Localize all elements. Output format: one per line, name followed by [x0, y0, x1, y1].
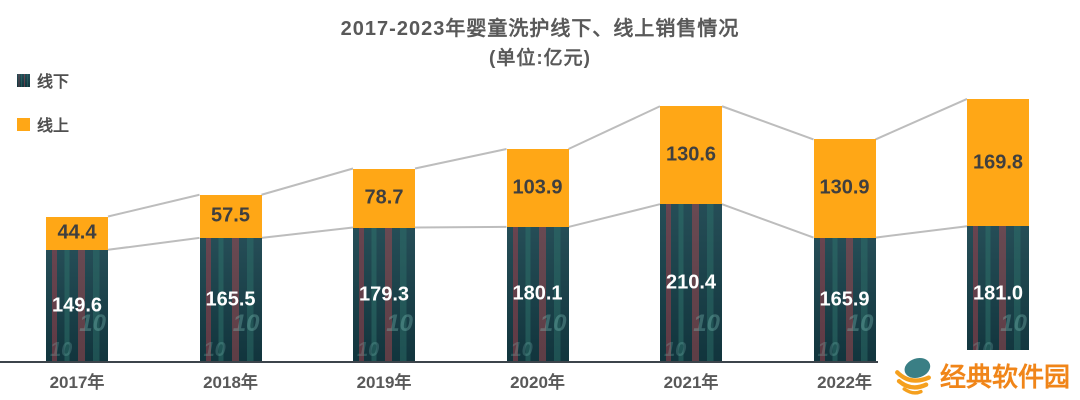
total-connector: [875, 97, 968, 141]
offline-swatch-icon: [17, 73, 30, 87]
online-segment-2020年: 103.9: [506, 149, 569, 227]
total-connector: [721, 105, 814, 141]
offline-connector: [261, 226, 354, 239]
online-segment-2021年: 130.6: [660, 106, 722, 205]
texture-decor: 10: [817, 338, 840, 361]
chart-title: 2017-2023年婴童洗护线下、线上销售情况: [340, 18, 740, 40]
online-segment-2019年: 78.7: [353, 168, 415, 228]
legend: 线下 线上: [17, 68, 69, 156]
chart-subtitle: (单位:亿元): [489, 48, 591, 69]
online-segment-2018年: 57.5: [199, 194, 262, 238]
offline-segment-2020年: 10 10 180.1: [506, 226, 569, 362]
texture-decor: 10: [232, 310, 260, 337]
offline-value-label: 149.6: [51, 294, 103, 317]
online-value-label: 44.4: [57, 221, 97, 244]
online-value-label: 130.6: [665, 143, 717, 166]
texture-decor: 10: [203, 339, 226, 361]
texture-decor: 10: [846, 309, 874, 337]
offline-connector: [875, 225, 968, 239]
legend-item-online: 线上: [17, 112, 69, 136]
online-value-label: 78.7: [364, 186, 404, 209]
total-connector: [107, 193, 200, 218]
total-connector: [568, 105, 661, 150]
x-axis-label-2018年: 2018年: [203, 373, 258, 392]
x-axis-label-2022年: 2022年: [817, 373, 872, 392]
offline-value-label: 165.9: [819, 288, 870, 311]
x-axis-label-2017年: 2017年: [49, 373, 105, 392]
offline-value-label: 181.0: [972, 282, 1024, 305]
offline-segment-2019年: 10 10 179.3: [353, 227, 415, 362]
online-segment-2017年: 44.4: [46, 216, 108, 250]
legend-label-online: 线上: [37, 118, 70, 135]
texture-decor: 10: [79, 309, 106, 337]
online-segment-2023年: 169.8: [967, 98, 1029, 227]
offline-value-label: 165.5: [205, 288, 256, 311]
online-value-label: 130.9: [819, 176, 870, 199]
offline-segment-2022年: 10 10 165.9: [813, 237, 876, 362]
offline-segment-2018年: 10 10 165.5: [199, 237, 262, 362]
x-axis-line: [0, 361, 1080, 363]
online-swatch-icon: [17, 117, 30, 131]
offline-segment-2017年: 10 10 149.6: [46, 249, 108, 362]
offline-segment-2023年: 1010181.0: [967, 226, 1029, 362]
offline-connector: [107, 236, 200, 251]
offline-segment-2021年: 10 10 210.4: [660, 204, 722, 362]
texture-decor: 10: [510, 338, 533, 361]
texture-decor: 10: [539, 309, 567, 337]
texture-decor: 10: [1000, 310, 1027, 337]
total-connector: [261, 167, 354, 196]
x-axis-label-2019年: 2019年: [356, 373, 412, 392]
x-axis-label-2021年: 2021年: [663, 373, 719, 392]
texture-decor: 10: [386, 309, 413, 337]
online-value-label: 169.8: [972, 151, 1024, 174]
offline-value-label: 180.1: [512, 282, 563, 305]
offline-connector: [414, 225, 507, 229]
total-connector: [414, 148, 507, 170]
online-value-label: 103.9: [512, 176, 563, 199]
texture-decor: 10: [50, 338, 73, 361]
watermark-text: 经典软件园: [940, 361, 1071, 392]
legend-item-offline: 线下: [17, 68, 69, 92]
offline-connector: [721, 203, 814, 239]
online-segment-2022年: 130.9: [813, 139, 876, 238]
offline-value-label: 210.4: [665, 271, 717, 294]
texture-decor: 10: [664, 338, 687, 361]
online-value-label: 57.5: [211, 204, 250, 227]
globe-logo-icon: [895, 357, 931, 395]
texture-decor: 10: [357, 338, 380, 361]
legend-label-offline: 线下: [37, 74, 70, 91]
x-axis-label-2020年: 2020年: [510, 373, 565, 392]
offline-connector: [568, 203, 661, 228]
watermark: 经典软件园: [878, 350, 1080, 400]
texture-decor: 10: [693, 309, 720, 337]
offline-value-label: 179.3: [358, 283, 410, 306]
